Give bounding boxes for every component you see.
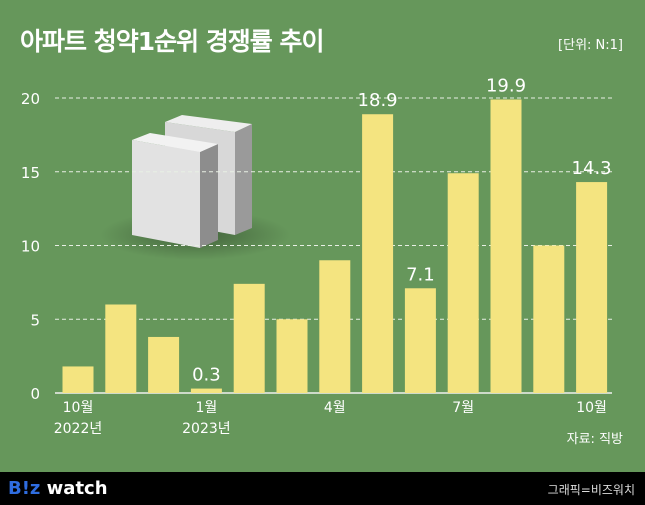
bar	[404, 288, 436, 393]
y-tick-label: 20	[21, 90, 40, 108]
unit-label: [단위: N:1]	[558, 38, 623, 53]
graphic-credit: 그래픽=비즈워치	[547, 483, 635, 497]
bar	[62, 366, 94, 393]
x-tick-label: 10월	[576, 400, 607, 416]
bar	[576, 182, 608, 393]
x-tick-label: 10월	[63, 400, 94, 416]
building-illustration	[100, 115, 290, 260]
data-label: 0.3	[192, 365, 221, 386]
y-tick-label: 10	[21, 238, 40, 256]
bar	[190, 388, 222, 393]
bar-chart: 0 5 10 15 20 0.3 18.9 7.1 19.9 14.3 10월 2022년 1월 2023…	[21, 75, 612, 437]
footer-bar: B!z watch 그래픽=비즈워치	[0, 472, 645, 505]
y-tick-label: 15	[21, 164, 40, 182]
source-note: 자료: 직방	[566, 432, 623, 447]
bar	[319, 260, 351, 393]
data-label: 18.9	[358, 90, 398, 111]
bar	[447, 173, 479, 393]
bar	[105, 304, 137, 393]
data-label: 14.3	[572, 158, 612, 179]
bar	[490, 99, 522, 393]
data-label: 19.9	[486, 75, 526, 96]
y-tick-label: 0	[30, 385, 40, 403]
bar	[233, 283, 265, 393]
x-tick-year: 2022년	[54, 421, 103, 437]
x-tick-label: 7월	[452, 400, 474, 416]
x-tick-label: 4월	[324, 400, 346, 416]
chart-title: 아파트 청약1순위 경쟁률 추이	[20, 27, 325, 56]
bizwatch-logo: B!z watch	[8, 478, 108, 499]
x-tick-year: 2023년	[182, 421, 231, 437]
bar	[362, 114, 394, 393]
bar	[533, 245, 565, 393]
x-tick-label: 1월	[196, 400, 218, 416]
y-tick-label: 5	[30, 311, 40, 329]
data-label: 7.1	[406, 264, 435, 285]
bar	[276, 319, 308, 393]
bar	[148, 336, 180, 393]
